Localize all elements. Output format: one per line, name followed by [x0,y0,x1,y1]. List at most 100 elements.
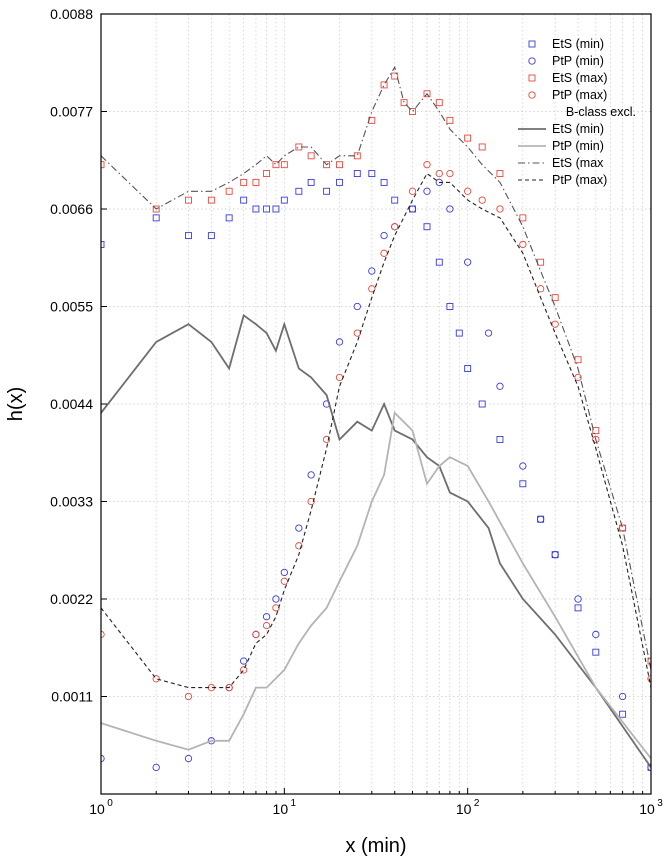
series-7 [101,172,651,689]
data-point [272,205,280,213]
series-line [101,172,651,689]
legend-swatch [528,40,536,48]
data-point [519,462,527,470]
data-point [207,232,215,240]
data-point [423,161,431,169]
data-point [423,90,431,98]
data-point [536,285,545,293]
data-point [446,303,454,310]
data-point [368,285,376,293]
y-axis-title: h(x) [5,387,27,421]
data-point [446,169,454,178]
x-tick-exponent: 2 [474,798,480,809]
data-point [446,205,454,213]
legend-label: EtS (max) [552,71,608,85]
legend-label: PtP (max) [552,173,607,187]
data-point [262,621,271,630]
data-point [240,657,248,665]
plot-area [101,65,651,772]
data-point [592,648,600,656]
data-point [336,178,343,186]
data-point [423,187,431,195]
legend-swatch [528,74,536,82]
data-point [335,338,344,346]
legend-swatch [528,57,536,65]
legend-label: EtS (max [552,156,604,170]
data-point [240,196,248,204]
series-0 [101,170,651,771]
data-point [368,267,376,275]
data-point [152,205,160,213]
data-point [592,427,600,435]
data-point [295,542,303,550]
data-point [496,170,504,177]
data-point [336,161,343,169]
data-point [484,329,493,337]
data-point [391,196,399,204]
legend-label: PtP (max) [552,88,607,102]
data-point [400,99,408,107]
data-point [391,223,399,231]
data-point [408,205,417,213]
data-point [152,214,160,222]
legend-item: PtP (max) [528,88,607,102]
y-tick-label: 0.0022 [50,591,93,607]
data-point [537,258,545,266]
data-point [101,161,105,169]
x-tick-label: 10 [89,801,105,817]
data-point [478,196,486,204]
data-point [455,329,463,337]
data-point [464,134,472,142]
data-point [592,435,600,444]
data-point [240,178,248,186]
data-point [536,515,545,523]
data-point [185,232,192,240]
x-tick-exponent: 1 [291,798,297,809]
data-point [295,143,303,151]
data-point [647,657,651,665]
data-point [496,436,504,443]
data-point [496,382,504,390]
y-tick-label: 0.0055 [50,299,93,315]
legend-item: PtP (min) [518,139,604,153]
data-point [409,108,416,115]
series-6 [101,65,651,671]
series-line [101,313,651,768]
data-point [435,258,443,266]
data-point [295,187,303,195]
data-point [307,497,315,506]
data-point [323,187,331,195]
data-point [252,205,260,213]
data-point [353,152,361,160]
data-point [252,630,260,639]
data-point [307,178,315,186]
x-tick-exponent: 3 [657,798,663,809]
legend-swatch [528,91,536,99]
legend-item: EtS (min) [518,122,604,136]
data-point [574,373,582,382]
data-point [353,170,361,177]
legend-label: PtP (min) [552,139,604,153]
legend: EtS (min) PtP (min) EtS (max) PtP (max) B-cl… [518,37,636,187]
x-tick-label: 10 [456,801,472,817]
data-point [464,187,472,195]
data-point [225,187,233,195]
data-point [408,187,417,195]
data-point [380,178,388,186]
data-point [519,240,527,249]
data-point [574,604,582,612]
data-point [435,99,443,107]
data-point [240,666,248,674]
data-point [618,524,627,532]
data-point [380,249,388,257]
data-point [322,435,331,444]
data-point [272,161,280,169]
data-point [323,161,331,169]
axes: 0.0011 0.0022 0.0033 0.0044 0.0055 0.0066 0.00… [50,6,663,817]
data-point [592,630,600,639]
y-tick-label: 0.0077 [50,104,93,120]
data-point [380,81,388,89]
series-line [101,65,651,671]
legend-item: EtS (min) [528,37,604,51]
data-point [225,214,233,222]
